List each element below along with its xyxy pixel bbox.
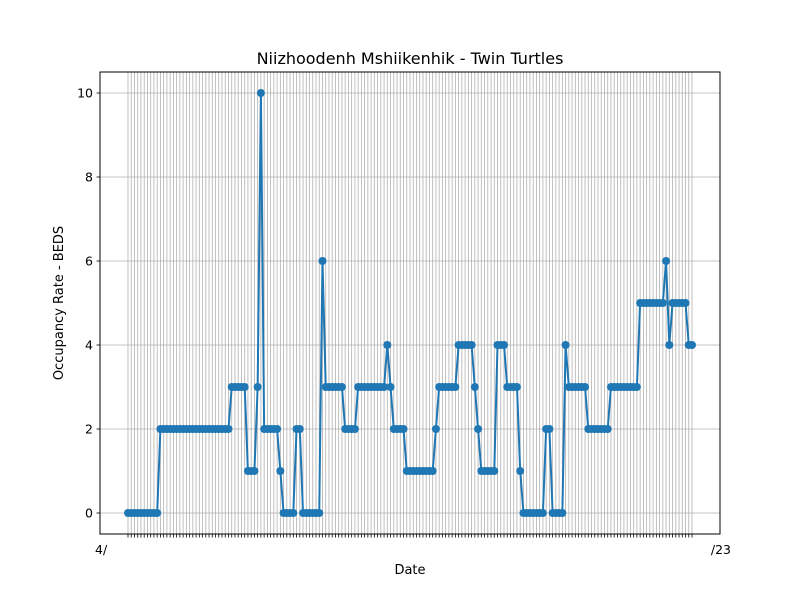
- data-point: [273, 425, 282, 433]
- data-point: [490, 467, 499, 475]
- x-tick-label-last: /23: [711, 542, 731, 557]
- y-tick-label: 6: [85, 254, 93, 269]
- data-point: [658, 299, 667, 307]
- data-point: [500, 341, 508, 349]
- data-point: [516, 467, 525, 475]
- data-point: [318, 257, 327, 265]
- data-point: [380, 383, 389, 391]
- x-axis-ticks: [127, 534, 693, 538]
- data-point: [315, 509, 324, 517]
- data-point: [250, 467, 259, 475]
- chart-title: Niizhoodenh Mshiikenhik - Twin Turtles: [257, 49, 564, 68]
- data-point: [276, 467, 285, 475]
- data-point: [545, 425, 554, 433]
- data-point: [688, 341, 696, 349]
- data-point: [253, 383, 262, 391]
- data-point: [581, 383, 590, 391]
- data-point: [153, 509, 162, 517]
- data-point: [350, 425, 359, 433]
- data-point: [256, 89, 265, 97]
- data-point: [474, 425, 483, 433]
- data-point: [603, 425, 612, 433]
- data-point: [399, 425, 408, 433]
- x-tick-label-first: 4/: [95, 542, 108, 557]
- data-point: [383, 341, 392, 349]
- data-point: [431, 425, 440, 433]
- y-tick-label: 10: [77, 86, 93, 101]
- data-point: [467, 341, 476, 349]
- y-axis-label: Occupancy Rate - BEDS: [52, 226, 67, 380]
- y-tick-label: 0: [85, 506, 93, 521]
- data-point: [240, 383, 249, 391]
- y-tick-label: 4: [85, 338, 93, 353]
- data-point: [451, 383, 460, 391]
- x-gridlines: [127, 72, 693, 534]
- data-point: [561, 341, 570, 349]
- series-markers: [124, 89, 696, 517]
- data-point: [665, 341, 674, 349]
- data-point: [558, 509, 567, 517]
- data-point: [662, 257, 671, 265]
- y-tick-label: 8: [85, 170, 93, 185]
- y-tick-label: 2: [85, 422, 93, 437]
- data-point: [681, 299, 690, 307]
- data-point: [470, 383, 479, 391]
- data-point: [295, 425, 304, 433]
- x-axis-label: Date: [394, 563, 425, 578]
- data-point: [224, 425, 233, 433]
- data-point: [386, 383, 395, 391]
- data-point: [337, 383, 346, 391]
- data-point: [538, 509, 547, 517]
- data-point: [512, 383, 521, 391]
- data-point: [289, 509, 298, 517]
- data-point: [632, 383, 641, 391]
- data-point: [428, 467, 437, 475]
- y-axis-ticks: 0 2 4 6 8 10: [77, 86, 100, 521]
